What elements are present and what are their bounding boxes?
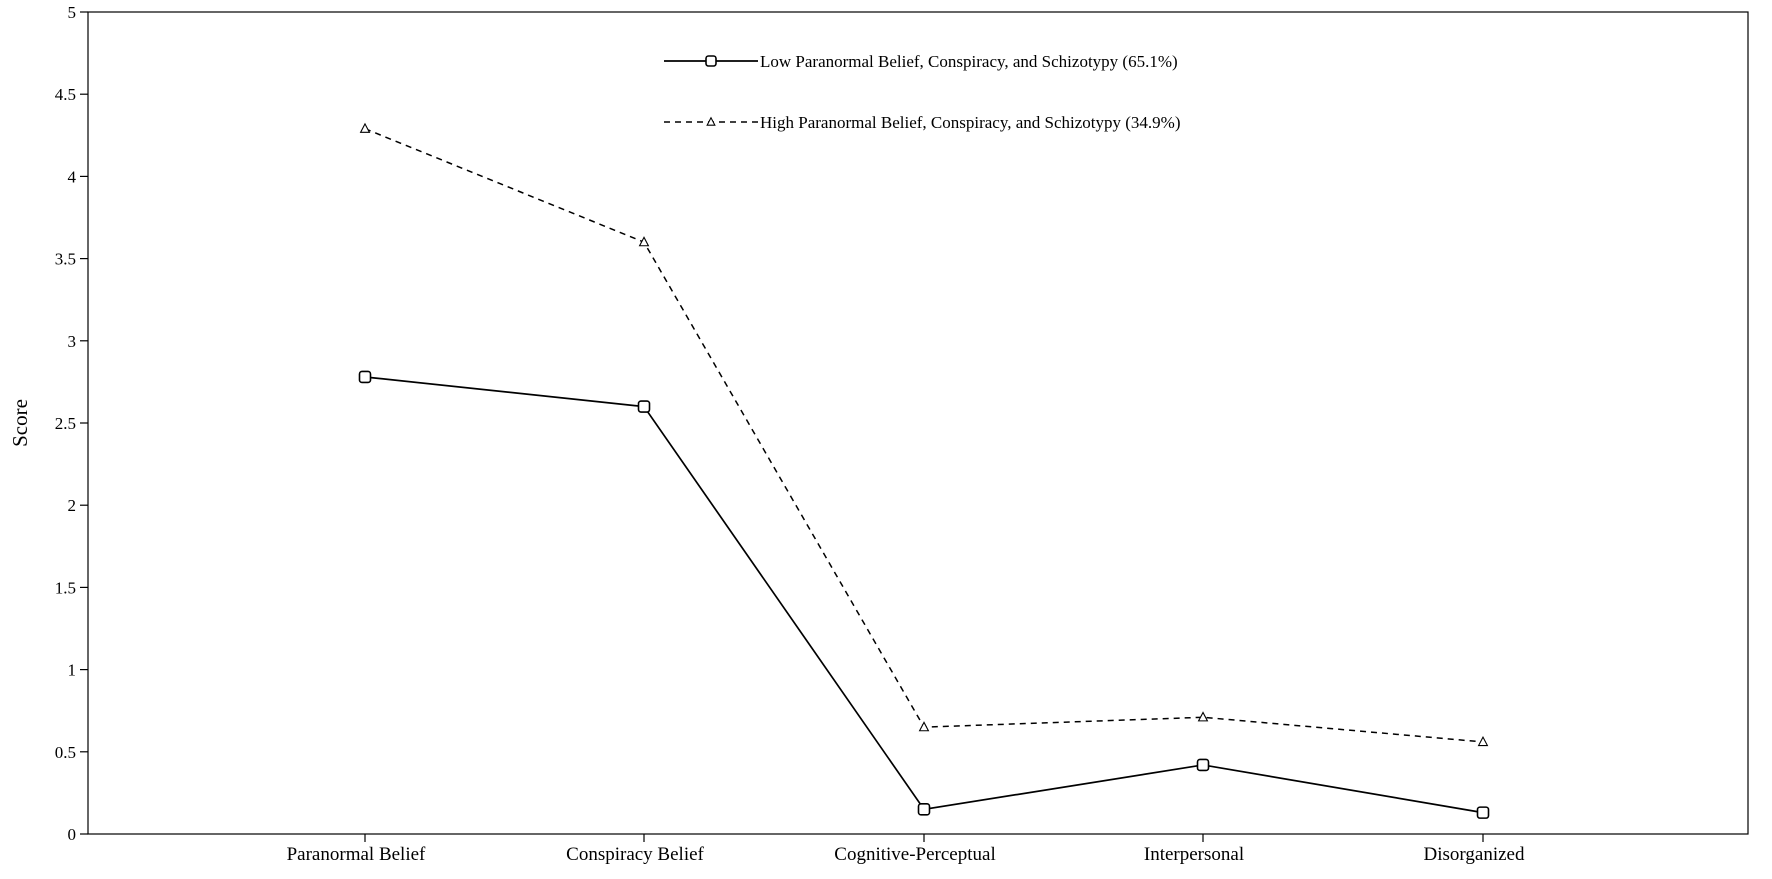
data-point [1196, 758, 1210, 772]
y-axis: 0 0.5 1 1.5 2 2.5 3 3.5 4 4.5 5 [55, 3, 88, 844]
data-point [1477, 735, 1489, 747]
data-point [1476, 806, 1490, 819]
data-point [637, 400, 651, 413]
x-tick-label: Disorganized [1424, 844, 1525, 865]
y-tick-label: 2 [68, 496, 77, 515]
y-tick-label: 0 [68, 825, 77, 844]
y-tick-label: 4 [68, 167, 77, 186]
series-high [359, 122, 1489, 747]
y-tick-label: 3.5 [55, 250, 76, 269]
y-axis-title: Score [8, 399, 32, 447]
y-tick-label: 5 [68, 3, 77, 22]
data-point [917, 803, 931, 816]
data-point [638, 236, 650, 247]
y-tick-label: 1 [68, 661, 77, 680]
legend: Low Paranormal Belief, Conspiracy, and S… [664, 52, 1181, 132]
legend-swatch-marker [705, 55, 717, 67]
x-tick-label: Paranormal Belief [287, 844, 426, 865]
data-point [358, 370, 372, 384]
x-tick-label: Conspiracy Belief [566, 844, 704, 865]
data-point [1197, 711, 1209, 722]
legend-swatch-marker [706, 116, 716, 126]
series-low [358, 370, 1490, 819]
x-axis: Paranormal Belief Conspiracy Belief Cognit… [287, 834, 1525, 865]
y-tick-label: 2.5 [55, 414, 76, 433]
x-tick-label: Cognitive-Perceptual [834, 844, 995, 865]
legend-label: Low Paranormal Belief, Conspiracy, and S… [760, 52, 1178, 71]
series-line [364, 128, 1484, 743]
plot-frame [87, 11, 1749, 835]
y-tick-label: 0.5 [55, 743, 76, 762]
data-point [918, 721, 930, 732]
x-tick-label: Interpersonal [1144, 844, 1244, 865]
series-line [364, 376, 1484, 814]
legend-label: High Paranormal Belief, Conspiracy, and … [760, 113, 1181, 132]
y-tick-label: 4.5 [55, 85, 76, 104]
series-layer [358, 122, 1490, 819]
y-tick-label: 1.5 [55, 578, 76, 597]
y-tick-label: 3 [68, 332, 77, 351]
data-point [359, 122, 371, 133]
